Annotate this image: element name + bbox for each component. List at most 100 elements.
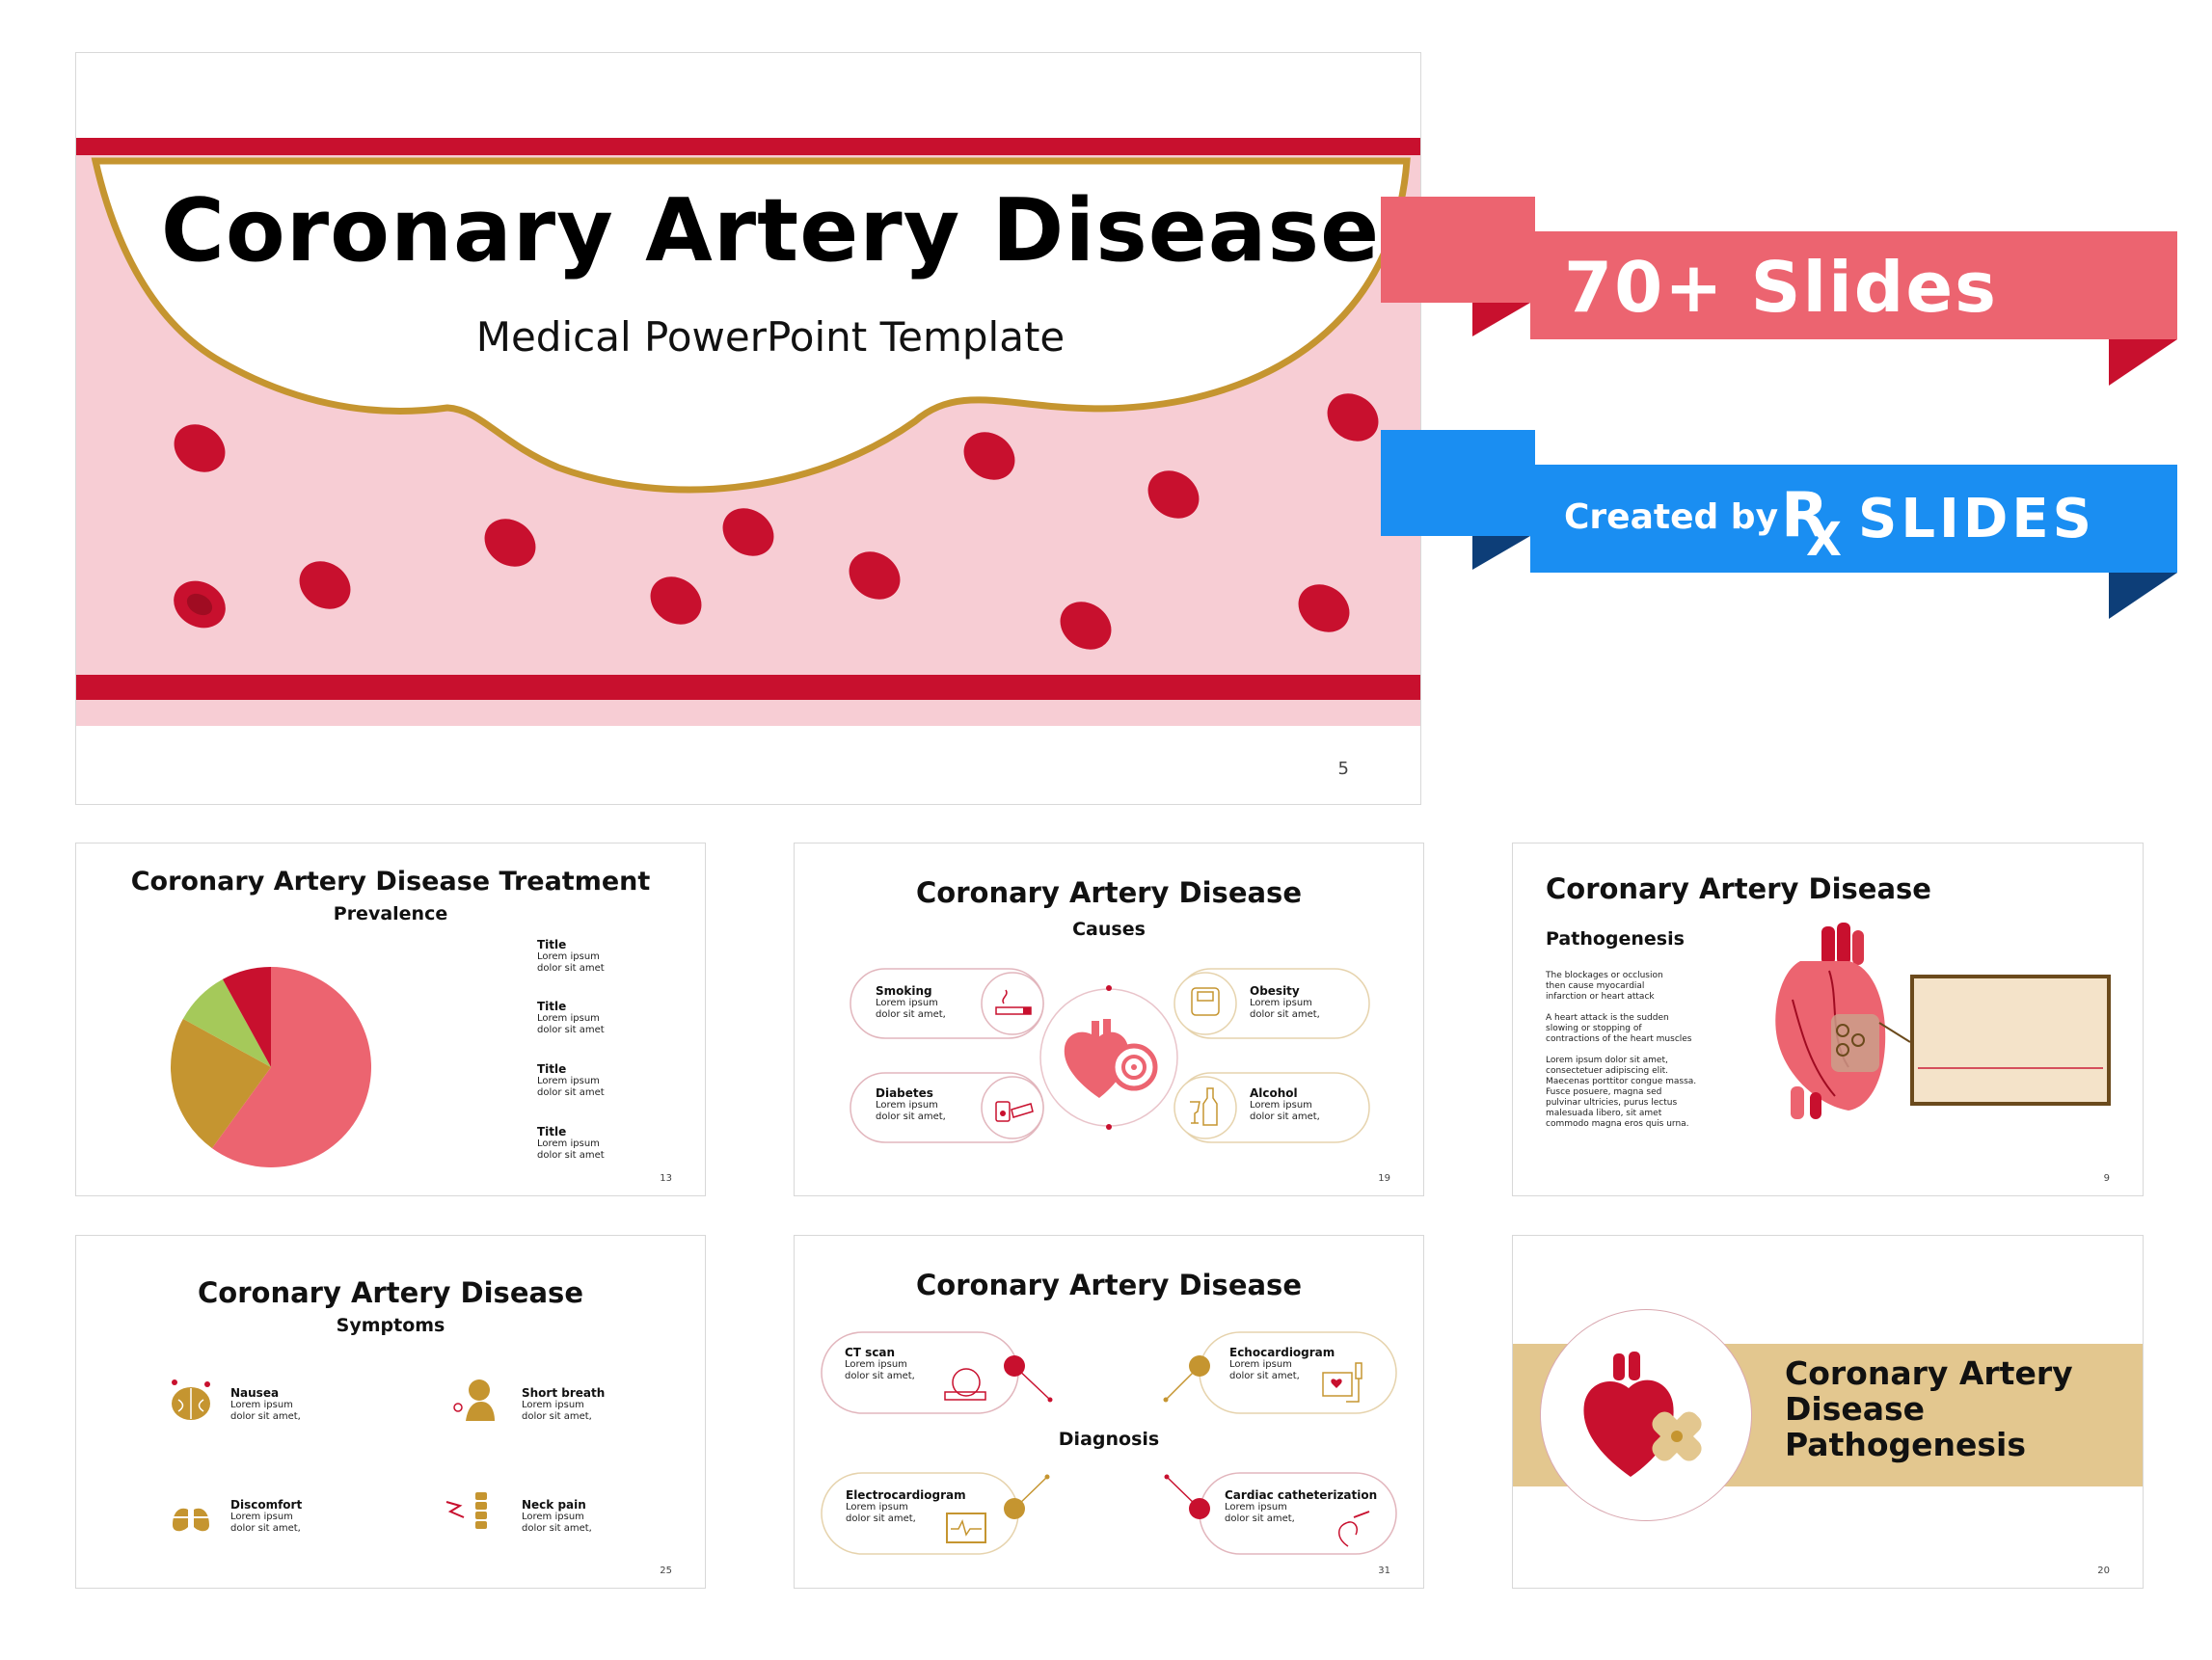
slide-causes[interactable]: Coronary Artery Disease Causes bbox=[794, 843, 1424, 1196]
prevalence-pie-chart bbox=[171, 967, 371, 1167]
cause-text: Lorem ipsum bbox=[1250, 1100, 1312, 1111]
brand-logo: R X SLIDES bbox=[1781, 472, 2128, 569]
slide-title: Coronary Artery Disease bbox=[916, 876, 1302, 909]
pie-slice bbox=[222, 967, 271, 1067]
cause-label: Alcohol bbox=[1250, 1086, 1298, 1100]
slide-subtitle: Pathogenesis bbox=[1546, 928, 1685, 950]
symptom-text: Lorem ipsum bbox=[522, 1400, 584, 1410]
desc-line: then cause myocardial bbox=[1546, 981, 1645, 991]
diagnosis-text: dolor sit amet, bbox=[1225, 1513, 1295, 1524]
legend-text: Lorem ipsum bbox=[537, 1138, 600, 1149]
diagnosis-text: Lorem ipsum bbox=[1229, 1359, 1292, 1370]
hero-slide[interactable]: Coronary Artery Disease Medical PowerPoi… bbox=[75, 52, 1421, 805]
symptom-item-short-breath: Short breath Lorem ipsum dolor sit amet, bbox=[522, 1386, 605, 1423]
symptom-item-nausea: Nausea Lorem ipsum dolor sit amet, bbox=[230, 1386, 301, 1423]
symptom-label: Discomfort bbox=[230, 1498, 303, 1512]
legend-item: Title Lorem ipsum dolor sit amet bbox=[537, 1125, 605, 1162]
slide-title: Coronary Artery Disease Treatment bbox=[130, 867, 651, 897]
diagnosis-text: dolor sit amet, bbox=[845, 1371, 915, 1381]
pie-slice bbox=[182, 978, 271, 1067]
symptom-item-discomfort: Discomfort Lorem ipsum dolor sit amet, bbox=[230, 1498, 302, 1535]
hero-subtitle: Medical PowerPoint Template bbox=[475, 313, 1066, 361]
diagnosis-diagram bbox=[821, 1331, 1397, 1555]
slides-count-text: 70+ Slides bbox=[1564, 247, 1999, 328]
hero-artery-illustration bbox=[76, 138, 1420, 726]
section-title: Coronary Artery Disease Pathogenesis bbox=[1785, 1355, 2073, 1462]
cause-item-alcohol: Alcohol Lorem ipsum dolor sit amet, bbox=[1250, 1086, 1320, 1123]
desc-line: malesuada libero, sit amet bbox=[1546, 1109, 1662, 1118]
alcohol-bottle-icon bbox=[1190, 1087, 1218, 1126]
zoom-connector bbox=[1878, 1022, 1911, 1043]
legend-title: Title bbox=[537, 1125, 567, 1138]
description-text: The blockages or occlusion then cause my… bbox=[1546, 971, 1739, 1130]
cause-text: dolor sit amet, bbox=[876, 1009, 946, 1020]
desc-line: The blockages or occlusion bbox=[1546, 971, 1663, 980]
page-number: 20 bbox=[2097, 1566, 2110, 1576]
desc-line: commodo magna eros quis urna. bbox=[1546, 1119, 1689, 1129]
diagnosis-item-electrocardiogram: Electrocardiogram Lorem ipsum dolor sit … bbox=[846, 1488, 966, 1525]
cause-text: dolor sit amet, bbox=[1250, 1009, 1320, 1020]
slide-subtitle: Prevalence bbox=[333, 903, 448, 924]
diagnosis-text: dolor sit amet, bbox=[1229, 1371, 1300, 1381]
glucose-meter-icon bbox=[995, 1101, 1034, 1122]
slide-section-pathogenesis[interactable]: Coronary Artery Disease Pathogenesis 20 bbox=[1512, 1235, 2144, 1589]
slide-symptoms[interactable]: Coronary Artery Disease Symptoms Nausea … bbox=[75, 1235, 706, 1589]
symptom-text: dolor sit amet, bbox=[230, 1411, 301, 1422]
desc-line: Fusce posuere, magna sed bbox=[1546, 1087, 1662, 1097]
desc-line: Maecenas porttitor congue massa. bbox=[1546, 1077, 1697, 1086]
legend-title: Title bbox=[537, 1062, 567, 1076]
created-by-text: Created by bbox=[1564, 497, 1779, 537]
symptom-item-neck-pain: Neck pain Lorem ipsum dolor sit amet, bbox=[522, 1498, 592, 1535]
diagnosis-label: Electrocardiogram bbox=[846, 1488, 966, 1502]
cause-label: Smoking bbox=[876, 984, 932, 998]
slide-treatment[interactable]: Coronary Artery Disease Treatment Preval… bbox=[75, 843, 706, 1196]
pie-slice bbox=[171, 1018, 271, 1149]
cause-text: Lorem ipsum bbox=[1250, 998, 1312, 1008]
legend-text: Lorem ipsum bbox=[537, 1076, 600, 1086]
diagnosis-center-label: Diagnosis bbox=[1058, 1429, 1160, 1450]
desc-line: contractions of the heart muscles bbox=[1546, 1034, 1692, 1044]
symptom-text: dolor sit amet, bbox=[230, 1523, 301, 1534]
catheter-icon bbox=[1338, 1511, 1370, 1547]
symptom-label: Nausea bbox=[230, 1386, 280, 1400]
symptom-label: Short breath bbox=[522, 1386, 606, 1400]
legend-item: Title Lorem ipsum dolor sit amet bbox=[537, 938, 605, 975]
ct-scanner-icon bbox=[944, 1368, 986, 1401]
desc-line: slowing or stopping of bbox=[1546, 1024, 1642, 1033]
symptom-text: Lorem ipsum bbox=[230, 1400, 293, 1410]
brand-rx-x: X bbox=[1806, 513, 1843, 567]
diagnosis-item-echocardiogram: Echocardiogram Lorem ipsum dolor sit ame… bbox=[1229, 1346, 1335, 1382]
diagnosis-label: Echocardiogram bbox=[1229, 1346, 1335, 1359]
scale-icon bbox=[1191, 987, 1220, 1016]
slide-pathogenesis[interactable]: Coronary Artery Disease Pathogenesis The… bbox=[1512, 843, 2144, 1196]
desc-line: consectetuer adipiscing elit. bbox=[1546, 1066, 1669, 1076]
cigarette-icon bbox=[995, 989, 1032, 1015]
diagnosis-item-ct-scan: CT scan Lorem ipsum dolor sit amet, bbox=[845, 1346, 915, 1382]
section-title-line: Disease bbox=[1785, 1390, 1926, 1428]
legend-text: dolor sit amet bbox=[537, 963, 605, 974]
legend-text: Lorem ipsum bbox=[537, 951, 600, 962]
slide-diagnosis[interactable]: Coronary Artery Disease Diagnosis CT sca… bbox=[794, 1235, 1424, 1589]
section-title-line: Pathogenesis bbox=[1785, 1426, 2026, 1463]
legend-title: Title bbox=[537, 1000, 567, 1013]
heart-target-icon bbox=[1064, 1019, 1158, 1098]
cause-text: Lorem ipsum bbox=[876, 998, 938, 1008]
ecg-monitor-icon bbox=[946, 1513, 986, 1543]
legend-text: Lorem ipsum bbox=[537, 1013, 600, 1024]
desc-line: pulvinar ultricies, purus lectus bbox=[1546, 1098, 1678, 1108]
slides-count-banner: 70+ Slides bbox=[1381, 197, 2177, 389]
heart-bandage-icon bbox=[1583, 1352, 1702, 1477]
slide-title: Coronary Artery Disease bbox=[916, 1269, 1302, 1301]
diagnosis-label: CT scan bbox=[845, 1346, 896, 1359]
page-number: 5 bbox=[1337, 759, 1349, 779]
diagnosis-item-cardiac-catheterization: Cardiac catheterization Lorem ipsum dolo… bbox=[1225, 1488, 1377, 1525]
cause-text: dolor sit amet, bbox=[876, 1111, 946, 1122]
brand-name: SLIDES bbox=[1858, 488, 2095, 550]
legend-title: Title bbox=[537, 938, 567, 951]
hero-title: Coronary Artery Disease bbox=[160, 180, 1381, 281]
diagnosis-text: Lorem ipsum bbox=[845, 1359, 907, 1370]
inset-line bbox=[1918, 1067, 2103, 1069]
page-number: 9 bbox=[2103, 1173, 2110, 1184]
brain-icon bbox=[172, 1379, 210, 1420]
diagnosis-text: dolor sit amet, bbox=[846, 1513, 916, 1524]
